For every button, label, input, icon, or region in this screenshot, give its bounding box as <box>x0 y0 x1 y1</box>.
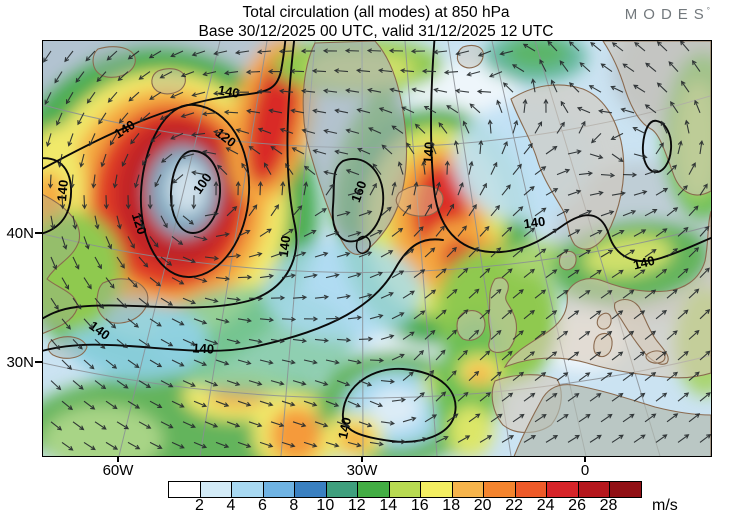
contour-140-west-edge <box>43 157 73 235</box>
colorbar-cell <box>388 482 421 497</box>
sicily <box>645 350 666 364</box>
jan-mayen <box>456 44 484 69</box>
wind-vector-layer <box>43 41 711 451</box>
sardinia <box>593 332 613 358</box>
chart-title: Total circulation (all modes) at 850 hPa <box>242 4 510 21</box>
contour-label: 140 <box>632 253 657 273</box>
contour-100-closed <box>170 150 221 234</box>
contour-closed-finland <box>641 119 673 173</box>
colorbar-tick: 16 <box>410 497 429 514</box>
contour-140-south <box>43 238 444 352</box>
contour-label: 140 <box>54 179 71 202</box>
contour-140-nw <box>43 41 287 170</box>
colorbar-tick: 24 <box>536 497 555 514</box>
baffin-island-2 <box>151 68 186 95</box>
russia-finland <box>602 41 711 196</box>
colorbar-unit: m/s <box>652 497 678 514</box>
colorbar-cell <box>420 482 452 497</box>
italy <box>613 298 669 365</box>
colorbar-cell <box>294 482 326 497</box>
contour-160-greenland <box>331 158 385 243</box>
contour-120-closed <box>140 104 250 278</box>
colorbar-cell <box>357 482 389 497</box>
chart-title-block: Total circulation (all modes) at 850 hPa… <box>198 3 553 41</box>
colorbar-cell <box>231 482 263 497</box>
map-panel: 140 140 120 120 100 140 140 160 140 140 140 140 140 1… <box>42 40 712 457</box>
colorbar-cell <box>169 482 200 497</box>
ireland <box>456 310 486 341</box>
colorbar-tick: 20 <box>473 497 492 514</box>
colorbar-tick: 28 <box>599 497 618 514</box>
colorbar-tick-labels: 2 4 6 8 10 12 14 16 18 20 22 24 26 28 <box>168 497 640 515</box>
colorbar <box>168 481 642 498</box>
x-axis-tick <box>117 456 119 462</box>
newfoundland <box>96 278 149 324</box>
contour-label: 140 <box>335 416 354 440</box>
colorbar-cell <box>325 482 358 497</box>
y-axis-label: 40N <box>6 225 34 242</box>
chart-subtitle: Base 30/12/2025 00 UTC, valid 31/12/2025… <box>198 23 554 40</box>
x-axis-tick <box>361 456 363 462</box>
contour-small-loop <box>355 235 371 254</box>
colorbar-tick: 26 <box>568 497 586 514</box>
colorbar-cell <box>546 482 578 497</box>
x-axis-label: 60W <box>102 462 134 479</box>
x-axis-label: 30W <box>346 462 378 479</box>
y-axis-tick <box>35 361 42 363</box>
corsica <box>596 312 612 330</box>
colorbar-tick: 6 <box>257 497 267 514</box>
colorbar-tick: 14 <box>379 497 398 514</box>
modes-logo-text: MODES <box>624 6 710 23</box>
colorbar-cell <box>577 482 610 497</box>
colorbar-cell <box>483 482 515 497</box>
x-axis-tick <box>584 456 586 462</box>
colorbar-tick: 8 <box>289 497 299 514</box>
modes-logo: MODES° <box>625 6 710 23</box>
colorbar-tick: 18 <box>442 497 461 514</box>
y-axis-label: 30N <box>6 354 34 371</box>
colorbar-tick: 2 <box>195 497 204 514</box>
x-axis-label: 0 <box>580 462 590 479</box>
colorbar-tick: 22 <box>505 497 524 514</box>
colorbar-cell <box>199 482 232 497</box>
baffin-island <box>92 46 136 78</box>
colorbar-cell <box>514 482 547 497</box>
denmark <box>558 250 577 271</box>
contour-label: 140 <box>523 214 547 232</box>
contour-label: 140 <box>192 340 214 356</box>
colorbar-tick: 4 <box>226 497 236 514</box>
colorbar-tick: 10 <box>316 497 335 514</box>
weather-map: 1401401201201001401401601401401401401401… <box>43 41 711 456</box>
wind-vectors <box>43 41 711 451</box>
colorbar-cell <box>262 482 295 497</box>
y-axis-tick <box>35 232 42 234</box>
colorbar-tick: 12 <box>347 497 366 514</box>
contour-label: 140 <box>217 82 241 101</box>
colorbar-cell <box>609 482 641 497</box>
nova-scotia <box>47 336 88 359</box>
colorbar-cell <box>451 482 484 497</box>
contour-label: 120 <box>129 211 150 236</box>
modes-logo-mark: ° <box>706 6 710 15</box>
contour-140-azores <box>342 368 457 443</box>
wind-speed-shading <box>43 41 711 456</box>
